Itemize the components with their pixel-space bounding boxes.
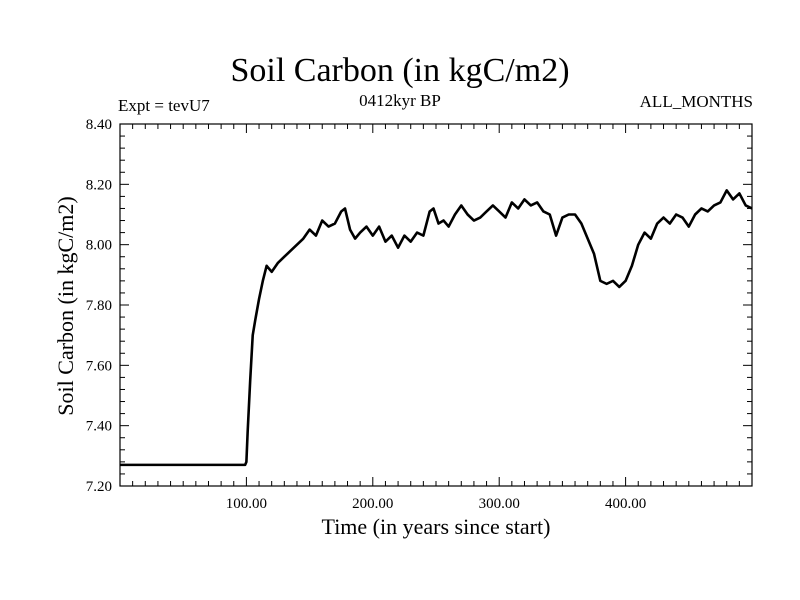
chart-title: Soil Carbon (in kgC/m2): [230, 52, 570, 89]
x-tick-label: 400.00: [605, 496, 646, 512]
y-tick-label: 7.40: [86, 419, 112, 435]
y-tick-label: 8.20: [86, 177, 112, 193]
y-tick-label: 7.80: [86, 298, 112, 314]
series-group: [120, 189, 753, 467]
x-tick-label: 100.00: [226, 496, 267, 512]
x-tick-label: 200.00: [352, 496, 393, 512]
series-line: [120, 189, 753, 467]
chart-subtitle: 0412kyr BP: [359, 91, 441, 110]
y-tick-label: 8.40: [86, 117, 112, 133]
x-axis-label: Time (in years since start): [321, 514, 551, 539]
experiment-label: Expt = tevU7: [118, 96, 210, 115]
y-tick-label: 7.20: [86, 479, 112, 495]
axis-ticks: 7.20 7.40 7.60 7.80 8.00 8.20 8.40 100.00 200.00…: [86, 117, 752, 512]
y-tick-label: 7.60: [86, 358, 112, 374]
plot-frame: [119, 123, 753, 487]
y-tick-label: 8.00: [86, 238, 112, 254]
months-label: ALL_MONTHS: [639, 92, 753, 111]
x-tick-label: 300.00: [479, 496, 520, 512]
